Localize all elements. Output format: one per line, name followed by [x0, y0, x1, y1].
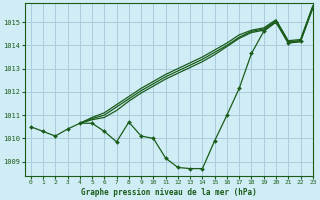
X-axis label: Graphe pression niveau de la mer (hPa): Graphe pression niveau de la mer (hPa) — [81, 188, 257, 197]
